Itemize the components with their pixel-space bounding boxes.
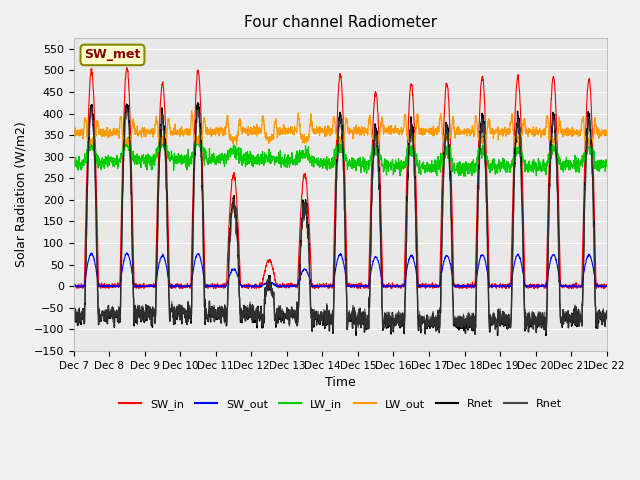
SW_in [556,261,564,267]
LW_in [367,156,375,161]
LW_out [571,130,579,135]
LW_out [70,129,77,134]
Title: Four channel Radiometer: Four channel Radiometer [244,15,436,30]
Rnet [471,331,479,336]
LW_out [603,132,611,137]
Line: LW_out: LW_out [74,111,607,147]
SW_in [70,283,77,288]
LW_in [219,151,227,157]
Legend: SW_in, SW_out, LW_in, LW_out, Rnet, Rnet: SW_in, SW_out, LW_in, LW_out, Rnet, Rnet [115,394,566,414]
LW_in [495,164,503,170]
SW_out [356,282,364,288]
SW_out [556,280,564,286]
LW_out [515,144,523,150]
LW_in [356,163,364,169]
Rnet [367,226,375,231]
Rnet [356,321,364,327]
LW_in [460,173,468,179]
Text: SW_met: SW_met [84,48,141,61]
SW_in [495,285,503,290]
LW_in [603,159,611,165]
SW_out [219,283,227,289]
LW_out [495,131,503,136]
SW_out [495,284,503,289]
LW_in [571,152,579,158]
SW_out [70,284,77,289]
LW_in [70,160,77,166]
LW_out [556,123,564,129]
X-axis label: Time: Time [324,376,356,389]
Line: Rnet: Rnet [74,108,607,334]
Rnet [495,320,503,326]
SW_out [74,284,81,290]
LW_out [188,108,195,114]
SW_out [571,283,579,288]
SW_in [367,171,375,177]
Rnet [603,308,611,314]
Rnet [495,319,503,325]
Rnet [88,106,96,111]
SW_in [73,286,81,291]
SW_in [603,283,611,288]
SW_in [571,282,579,288]
Line: SW_out: SW_out [74,253,607,287]
Rnet [70,311,77,317]
SW_in [356,284,364,289]
Rnet [367,227,375,233]
Rnet [556,301,564,307]
Y-axis label: Solar Radiation (W/m2): Solar Radiation (W/m2) [15,121,28,267]
Rnet [356,321,364,327]
Rnet [219,305,227,311]
Line: SW_in: SW_in [74,68,607,288]
Rnet [571,302,579,308]
SW_in [123,65,131,71]
Rnet [556,303,564,309]
Line: Rnet: Rnet [74,103,607,336]
Rnet [70,311,77,317]
LW_out [219,130,227,136]
Rnet [194,100,202,106]
LW_in [124,134,132,140]
Rnet [542,333,550,338]
SW_out [603,283,611,289]
Line: LW_in: LW_in [74,137,607,176]
SW_in [219,283,227,288]
SW_out [123,250,131,256]
Rnet [219,305,227,311]
Rnet [571,304,579,310]
SW_out [367,267,375,273]
Rnet [603,309,611,315]
LW_in [556,162,564,168]
LW_out [356,125,364,131]
LW_out [367,126,375,132]
